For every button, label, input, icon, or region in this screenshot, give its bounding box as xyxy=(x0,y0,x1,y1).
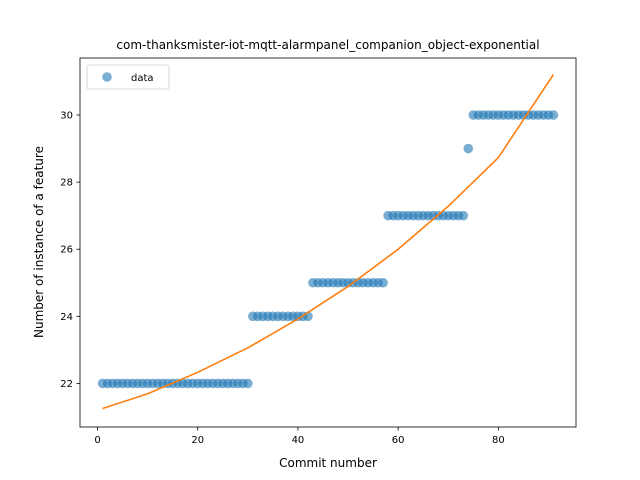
x-tick-label: 60 xyxy=(392,435,405,446)
y-tick-label: 28 xyxy=(60,178,73,189)
data-point xyxy=(463,143,474,154)
plot-area xyxy=(97,73,559,410)
x-tick-label: 40 xyxy=(292,435,305,446)
fit-line xyxy=(102,73,555,410)
x-axis-ticks: 0 20 40 60 80 xyxy=(94,427,505,446)
y-tick-label: 22 xyxy=(60,379,73,390)
y-tick-label: 26 xyxy=(60,245,73,256)
legend-marker-data xyxy=(102,72,112,82)
x-tick-label: 20 xyxy=(191,435,204,446)
y-tick-label: 30 xyxy=(60,111,73,122)
data-point xyxy=(548,110,559,120)
legend-label-data: data xyxy=(131,73,154,84)
chart-title: com-thanksmister-iot-mqtt-alarmpanel_com… xyxy=(116,38,539,52)
data-point xyxy=(458,210,469,221)
y-axis-ticks: 22 24 26 28 30 xyxy=(60,111,80,390)
legend-box xyxy=(86,64,170,90)
y-tick-label: 24 xyxy=(60,312,73,323)
y-axis-label: Number of instance of a feature xyxy=(32,146,46,338)
legend: data xyxy=(86,64,170,90)
x-axis-label: Commit number xyxy=(279,456,377,470)
plot-frame xyxy=(79,57,577,428)
data-point xyxy=(243,378,253,389)
data-point xyxy=(378,277,388,288)
x-tick-label: 80 xyxy=(492,435,505,446)
x-tick-label: 0 xyxy=(94,435,100,446)
